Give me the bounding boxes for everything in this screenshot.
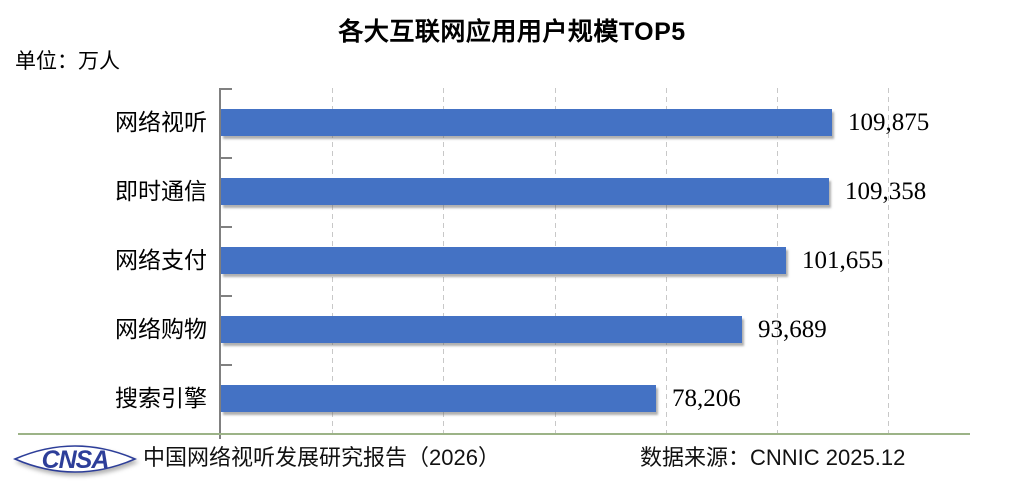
cnsa-logo: CNSA (13, 445, 137, 474)
unit-label: 单位：万人 (15, 49, 120, 73)
bar-2 (221, 178, 829, 205)
bar-3 (221, 247, 786, 274)
logo-lens-shape (13, 445, 137, 473)
value-label: 78,206 (672, 384, 741, 412)
y-axis-tick (221, 226, 232, 228)
value-label: 101,655 (802, 246, 884, 274)
bar-1 (221, 109, 832, 136)
category-label: 网络支付 (115, 247, 207, 273)
gridline (888, 88, 890, 433)
bar-4 (221, 316, 742, 343)
y-axis-tick (221, 364, 232, 366)
value-label: 109,358 (845, 177, 927, 205)
y-axis-tick (221, 157, 232, 159)
data-source-label: 数据来源：CNNIC 2025.12 (640, 445, 906, 470)
category-label: 网络购物 (115, 316, 207, 342)
bar-5 (221, 385, 656, 412)
y-axis-tick (221, 295, 232, 297)
category-label: 即时通信 (115, 178, 207, 204)
report-title-label: 中国网络视听发展研究报告（2026） (143, 445, 500, 470)
category-label: 搜索引擎 (115, 385, 207, 411)
logo-text: CNSA (42, 446, 109, 474)
chart-title: 各大互联网应用用户规模TOP5 (338, 18, 686, 46)
y-axis-tick (221, 88, 232, 90)
value-label: 93,689 (758, 315, 827, 343)
y-axis-line (219, 88, 221, 439)
category-label: 网络视听 (115, 109, 207, 135)
value-label: 109,875 (848, 108, 930, 136)
x-axis-line (18, 433, 970, 435)
